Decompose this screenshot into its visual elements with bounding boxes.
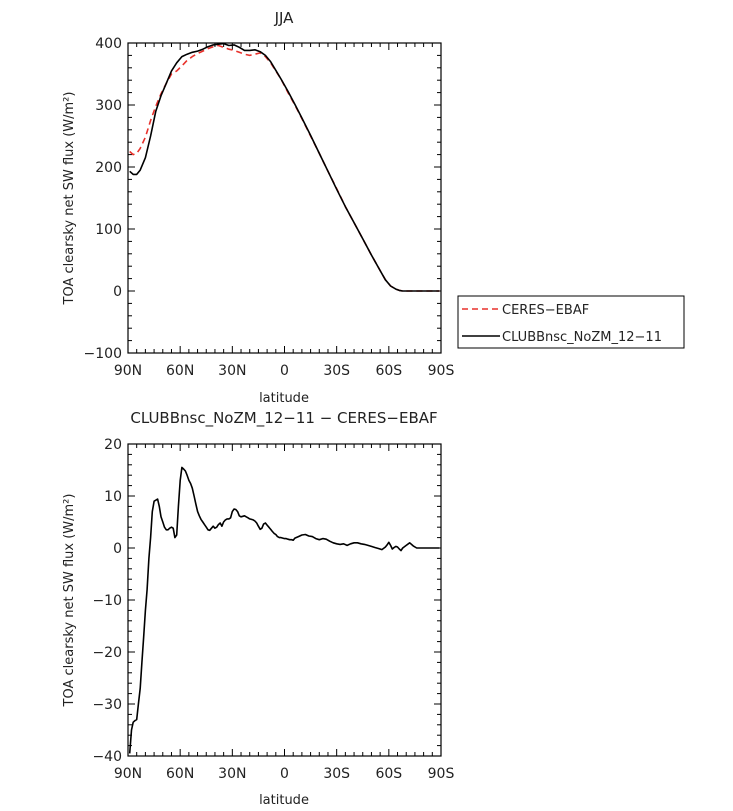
bottom-panel-y-axis-label: TOA clearsky net SW flux (W/m²) <box>62 494 77 708</box>
bottom-panel-y-tick-label: 0 <box>113 541 122 557</box>
top-panel-y-tick-label: −100 <box>84 346 122 362</box>
bottom-panel-y-tick-label: 20 <box>104 437 122 453</box>
top-panel-x-tick-label: 30N <box>218 363 246 379</box>
top-panel-y-tick-label: 300 <box>95 98 122 114</box>
bottom-panel-x-tick-label: 30N <box>218 766 246 782</box>
top-panel-y-axis-label: TOA clearsky net SW flux (W/m²) <box>62 92 77 306</box>
bottom-panel-y-tick-label: 10 <box>104 489 122 505</box>
top-panel-x-tick-label: 0 <box>280 363 289 379</box>
top-panel-x-axis-label: latitude <box>259 391 309 406</box>
bottom-panel-x-tick-label: 0 <box>280 766 289 782</box>
bottom-panel-title: CLUBBnsc_NoZM_12−11 − CERES−EBAF <box>130 409 437 428</box>
top-panel-series <box>129 42 440 292</box>
top-panel-x-tick-label: 30S <box>323 363 350 379</box>
top-panel-series-line-0 <box>129 44 440 292</box>
bottom-panel: CLUBBnsc_NoZM_12−11 − CERES−EBAF 90N 60N 3… <box>62 409 454 808</box>
top-panel-x-tick-label: 90S <box>428 363 455 379</box>
top-panel-x-tick-label: 90N <box>114 363 142 379</box>
top-panel-y-tick-label: 200 <box>95 160 122 176</box>
top-panel-y-tick-label: 0 <box>113 284 122 300</box>
top-panel-ticks: 90N 60N 30N 0 30S 60S 90S −100 0 100 200 300 400 <box>84 36 455 379</box>
bottom-panel-x-tick-label: 90N <box>114 766 142 782</box>
bottom-panel-x-axis-label: latitude <box>259 793 309 808</box>
top-panel-y-tick-label: 400 <box>95 36 122 52</box>
legend-box <box>457 295 685 349</box>
bottom-panel-y-tick-label: −10 <box>92 593 122 609</box>
bottom-panel-x-tick-label: 90S <box>428 766 455 782</box>
bottom-panel-series <box>128 466 440 754</box>
top-panel-series-line-1 <box>129 42 440 292</box>
bottom-panel-ticks: 90N 60N 30N 0 30S 60S 90S −40 −30 −20 −10 0 10 20 <box>92 437 454 782</box>
legend-label-ceres: CERES−EBAF <box>502 303 589 318</box>
top-panel-plot-frame <box>127 42 442 354</box>
top-panel-x-tick-label: 60N <box>166 363 194 379</box>
bottom-panel-x-tick-label: 60N <box>166 766 194 782</box>
bottom-panel-x-tick-label: 60S <box>375 766 402 782</box>
bottom-panel-y-tick-label: −20 <box>92 645 122 661</box>
top-panel-x-tick-label: 60S <box>375 363 402 379</box>
top-panel-y-tick-label: 100 <box>95 222 122 238</box>
legend-label-clubb: CLUBBnsc_NoZM_12−11 <box>502 330 662 345</box>
bottom-panel-y-tick-label: −40 <box>92 749 122 765</box>
bottom-panel-plot-frame <box>127 443 442 757</box>
bottom-panel-series-line-0 <box>128 466 440 754</box>
legend: CERES−EBAF CLUBBnsc_NoZM_12−11 <box>457 295 685 349</box>
top-panel: JJA 90N 60N 30N 0 30S 60S 90S −100 0 100 200 300 400… <box>62 9 685 406</box>
bottom-panel-y-tick-label: −30 <box>92 697 122 713</box>
bottom-panel-x-tick-label: 30S <box>323 766 350 782</box>
top-panel-title: JJA <box>274 9 295 27</box>
